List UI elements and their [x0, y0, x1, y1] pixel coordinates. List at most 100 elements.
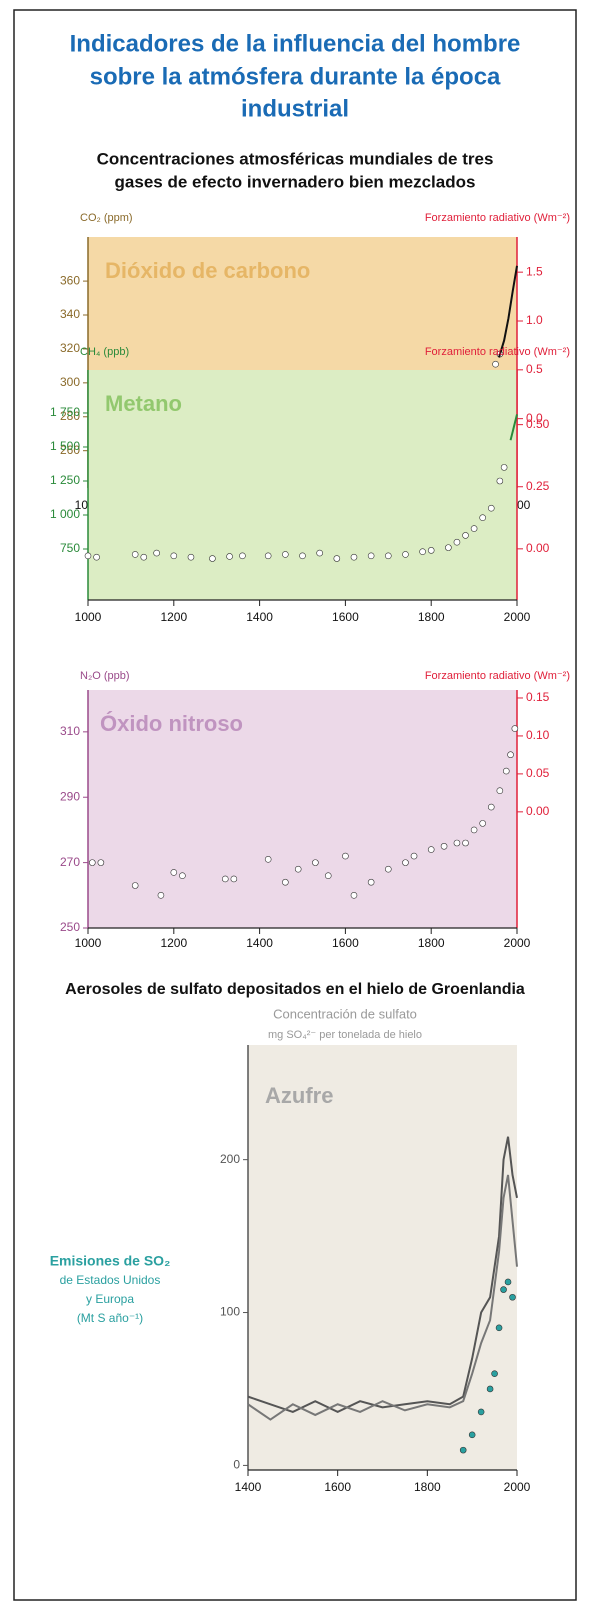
y2-axis-label: Forzamiento radiativo (Wm⁻²) — [425, 346, 570, 358]
data-point — [512, 726, 518, 732]
y2-tick-label: 0.5 — [526, 362, 543, 376]
data-point — [510, 1294, 516, 1300]
data-point — [98, 860, 104, 866]
data-point — [508, 752, 514, 758]
y-tick-label: 290 — [60, 789, 80, 803]
data-point — [471, 827, 477, 833]
data-point — [445, 545, 451, 551]
x-tick-label: 1600 — [324, 1480, 351, 1494]
data-point — [351, 892, 357, 898]
y-tick-label: 1 000 — [50, 507, 80, 521]
data-point — [460, 1447, 466, 1453]
data-point — [501, 1287, 507, 1293]
emissions-label: (Mt S año⁻¹) — [77, 1311, 143, 1325]
title-line: sobre la atmósfera durante la época — [90, 63, 501, 90]
data-point — [402, 551, 408, 557]
data-point — [351, 554, 357, 560]
y2-tick-label: 0.05 — [526, 766, 550, 780]
data-point — [385, 866, 391, 872]
data-point — [171, 869, 177, 875]
x-tick-label: 1200 — [160, 936, 187, 950]
x-tick-label: 1000 — [75, 936, 102, 950]
data-point — [385, 553, 391, 559]
subtitle-line: Concentraciones atmosféricas mundiales d… — [97, 149, 494, 168]
y-tick-label: 270 — [60, 855, 80, 869]
y-axis-label: N₂O (ppb) — [80, 670, 130, 682]
data-point — [209, 556, 215, 562]
data-point — [480, 820, 486, 826]
y-axis-label: Concentración de sulfato — [273, 1006, 417, 1021]
data-point — [488, 505, 494, 511]
data-point — [471, 526, 477, 532]
data-point — [501, 464, 507, 470]
data-point — [428, 547, 434, 553]
x-tick-label: 1200 — [160, 610, 187, 624]
y-tick-label: 310 — [60, 724, 80, 738]
x-tick-label: 1800 — [414, 1480, 441, 1494]
data-point — [496, 1325, 502, 1331]
page: Indicadores de la influencia del hombre … — [0, 0, 590, 1612]
y-tick-label: 250 — [60, 920, 80, 934]
data-point — [282, 551, 288, 557]
y-tick-label: 320 — [60, 341, 80, 355]
y-tick-label: 1 750 — [50, 405, 80, 419]
data-point — [231, 876, 237, 882]
data-point — [454, 539, 460, 545]
title-line: industrial — [241, 95, 349, 122]
data-point — [497, 478, 503, 484]
y2-tick-label: 0.00 — [526, 541, 550, 555]
subtitle-line: gases de efecto invernadero bien mezclad… — [115, 172, 476, 191]
data-point — [441, 843, 447, 849]
data-point — [478, 1409, 484, 1415]
x-tick-label: 1800 — [418, 936, 445, 950]
y-tick-label: 300 — [60, 375, 80, 389]
y2-tick-label: 1.0 — [526, 313, 543, 327]
x-tick-label: 1400 — [235, 1480, 262, 1494]
data-point — [488, 804, 494, 810]
data-point — [158, 892, 164, 898]
emissions-label: Emisiones de SO₂ — [50, 1253, 171, 1269]
data-point — [239, 553, 245, 559]
data-point — [171, 553, 177, 559]
data-point — [325, 873, 331, 879]
chart-title: Metano — [105, 391, 182, 416]
data-point — [312, 860, 318, 866]
data-point — [497, 788, 503, 794]
data-point — [89, 860, 95, 866]
data-point — [222, 876, 228, 882]
data-point — [342, 853, 348, 859]
data-point — [179, 873, 185, 879]
data-point — [132, 883, 138, 889]
y-tick-label: 1 500 — [50, 439, 80, 453]
data-point — [368, 553, 374, 559]
title-line: Indicadores de la influencia del hombre — [70, 30, 521, 57]
x-tick-label: 2000 — [504, 1480, 531, 1494]
data-point — [94, 554, 100, 560]
x-tick-label: 1400 — [246, 610, 273, 624]
y2-tick-label: 0.10 — [526, 728, 550, 742]
y-tick-label: 200 — [220, 1152, 240, 1166]
data-point — [85, 553, 91, 559]
x-tick-label: 1600 — [332, 610, 359, 624]
x-tick-label: 2000 — [504, 936, 531, 950]
data-point — [295, 866, 301, 872]
y-tick-label: 750 — [60, 541, 80, 555]
y2-axis-label: Forzamiento radiativo (Wm⁻²) — [425, 670, 570, 682]
x-tick-label: 1800 — [418, 610, 445, 624]
y-axis-label: CH₄ (ppb) — [80, 346, 129, 358]
emissions-label: de Estados Unidos — [60, 1273, 161, 1287]
y2-axis-label: Forzamiento radiativo (Wm⁻²) — [425, 212, 570, 224]
data-point — [505, 1279, 511, 1285]
x-tick-label: 2000 — [504, 610, 531, 624]
data-point — [265, 856, 271, 862]
data-point — [317, 550, 323, 556]
data-point — [402, 860, 408, 866]
data-point — [463, 840, 469, 846]
y2-tick-label: 0.15 — [526, 690, 550, 704]
y-tick-label: 360 — [60, 273, 80, 287]
y2-tick-label: 0.50 — [526, 417, 550, 431]
data-point — [428, 847, 434, 853]
data-point — [480, 515, 486, 521]
data-point — [368, 879, 374, 885]
data-point — [334, 556, 340, 562]
